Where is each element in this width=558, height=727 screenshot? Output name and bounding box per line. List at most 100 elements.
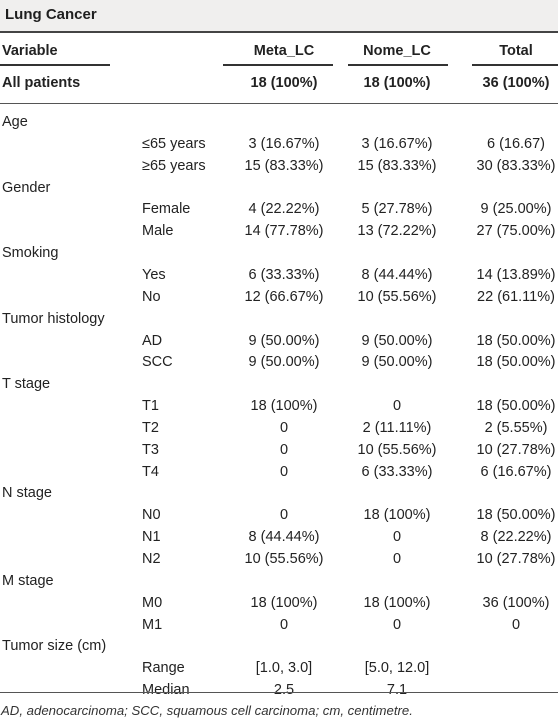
group-label: Smoking bbox=[2, 245, 59, 261]
cell-total: 8 (22.22%) bbox=[480, 529, 552, 545]
top-rule bbox=[0, 31, 558, 33]
cell-nome: 6 (33.33%) bbox=[361, 464, 433, 480]
cell-total: 10 (27.78%) bbox=[476, 442, 556, 458]
header-underline-variable bbox=[0, 64, 110, 66]
cell-meta: 0 bbox=[279, 442, 289, 458]
row-sublabel: AD bbox=[142, 333, 163, 349]
cell-nome: 9 (50.00%) bbox=[361, 333, 433, 349]
row-sublabel: T4 bbox=[142, 464, 159, 480]
cell-nome: 10 (55.56%) bbox=[357, 442, 437, 458]
cell-nome: 7.1 bbox=[386, 682, 408, 698]
cell-meta: 18 (100%) bbox=[250, 398, 318, 414]
all-patients-label: All patients bbox=[2, 75, 81, 91]
cell-nome: 0 bbox=[392, 617, 402, 633]
cell-meta: 14 (77.78%) bbox=[244, 223, 324, 239]
row-sublabel: T1 bbox=[142, 398, 159, 414]
row-sublabel: Range bbox=[142, 660, 185, 676]
cell-meta: 4 (22.22%) bbox=[248, 201, 320, 217]
cell-nome: 0 bbox=[392, 398, 402, 414]
row-sublabel: Female bbox=[142, 201, 191, 217]
cell-total: 14 (13.89%) bbox=[476, 267, 556, 283]
cell-meta: 8 (44.44%) bbox=[248, 529, 320, 545]
group-label: Tumor histology bbox=[2, 311, 105, 327]
cell-total: 0 bbox=[511, 617, 521, 633]
header-variable: Variable bbox=[2, 43, 58, 59]
all-patients-meta: 18 (100%) bbox=[250, 75, 318, 91]
cell-meta: 0 bbox=[279, 617, 289, 633]
cell-total: 27 (75.00%) bbox=[476, 223, 556, 239]
row-sublabel: M1 bbox=[142, 617, 163, 633]
cell-total: 30 (83.33%) bbox=[476, 158, 556, 174]
row-sublabel: N2 bbox=[142, 551, 161, 567]
cell-meta: 18 (100%) bbox=[250, 595, 318, 611]
cell-meta: 0 bbox=[279, 464, 289, 480]
cell-nome: 5 (27.78%) bbox=[361, 201, 433, 217]
header-underline-nome bbox=[348, 64, 448, 66]
cell-nome: 8 (44.44%) bbox=[361, 267, 433, 283]
cell-total: 9 (25.00%) bbox=[480, 201, 552, 217]
header-meta: Meta_LC bbox=[253, 43, 315, 59]
cell-meta: 0 bbox=[279, 420, 289, 436]
cell-nome: [5.0, 12.0] bbox=[364, 660, 430, 676]
footnote: AD, adenocarcinoma; SCC, squamous cell c… bbox=[1, 703, 413, 718]
cell-nome: 0 bbox=[392, 551, 402, 567]
row-sublabel: Male bbox=[142, 223, 174, 239]
cell-nome: 3 (16.67%) bbox=[361, 136, 433, 152]
group-label: Gender bbox=[2, 180, 51, 196]
row-sublabel: T3 bbox=[142, 442, 159, 458]
cell-total: 22 (61.11%) bbox=[477, 289, 555, 305]
header-underline-meta bbox=[223, 64, 333, 66]
row-sublabel: SCC bbox=[142, 354, 173, 370]
cell-meta: 12 (66.67%) bbox=[244, 289, 324, 305]
cell-meta: 15 (83.33%) bbox=[244, 158, 324, 174]
cell-total: 18 (50.00%) bbox=[476, 354, 556, 370]
row-sublabel: T2 bbox=[142, 420, 159, 436]
cell-meta: 6 (33.33%) bbox=[248, 267, 320, 283]
cell-nome: 2 (11.11%) bbox=[362, 420, 432, 436]
cell-nome: 18 (100%) bbox=[363, 595, 431, 611]
cell-meta: 2.5 bbox=[273, 682, 295, 698]
cell-meta: 10 (55.56%) bbox=[244, 551, 324, 567]
cell-nome: 18 (100%) bbox=[363, 507, 431, 523]
cell-total: 36 (100%) bbox=[482, 595, 550, 611]
cell-meta: 3 (16.67%) bbox=[248, 136, 320, 152]
cell-total: 6 (16.67) bbox=[486, 136, 546, 152]
cell-total: 18 (50.00%) bbox=[476, 398, 556, 414]
title-bar: Lung Cancer bbox=[0, 0, 558, 31]
all-patients-total: 36 (100%) bbox=[482, 75, 550, 91]
cell-meta: 9 (50.00%) bbox=[248, 333, 320, 349]
row-sublabel: Median bbox=[142, 682, 190, 698]
cell-nome: 15 (83.33%) bbox=[357, 158, 437, 174]
cell-total: 6 (16.67%) bbox=[480, 464, 552, 480]
row-sublabel: ≥65 years bbox=[142, 158, 206, 174]
row-sublabel: Yes bbox=[142, 267, 166, 283]
cell-total: 2 (5.55%) bbox=[484, 420, 548, 436]
cell-nome: 0 bbox=[392, 529, 402, 545]
row-sublabel: N1 bbox=[142, 529, 161, 545]
group-label: N stage bbox=[2, 485, 52, 501]
body-top-rule bbox=[0, 103, 558, 104]
header-nome: Nome_LC bbox=[363, 43, 431, 59]
table-bottom-rule bbox=[0, 692, 558, 693]
cell-total: 10 (27.78%) bbox=[476, 551, 556, 567]
group-label: Tumor size (cm) bbox=[2, 638, 107, 654]
row-sublabel: No bbox=[142, 289, 161, 305]
row-sublabel: M0 bbox=[142, 595, 163, 611]
row-sublabel: ≤65 years bbox=[142, 136, 206, 152]
all-patients-nome: 18 (100%) bbox=[363, 75, 431, 91]
row-sublabel: N0 bbox=[142, 507, 161, 523]
cell-meta: 9 (50.00%) bbox=[248, 354, 320, 370]
table-title: Lung Cancer bbox=[5, 6, 97, 23]
group-label: Age bbox=[2, 114, 28, 130]
header-total: Total bbox=[499, 43, 533, 59]
cell-meta: 0 bbox=[279, 507, 289, 523]
cell-meta: [1.0, 3.0] bbox=[255, 660, 313, 676]
cell-nome: 9 (50.00%) bbox=[361, 354, 433, 370]
cell-total: 18 (50.00%) bbox=[476, 333, 556, 349]
cell-total: 18 (50.00%) bbox=[476, 507, 556, 523]
group-label: M stage bbox=[2, 573, 54, 589]
group-label: T stage bbox=[2, 376, 51, 392]
header-underline-total bbox=[472, 64, 558, 66]
cell-nome: 10 (55.56%) bbox=[357, 289, 437, 305]
